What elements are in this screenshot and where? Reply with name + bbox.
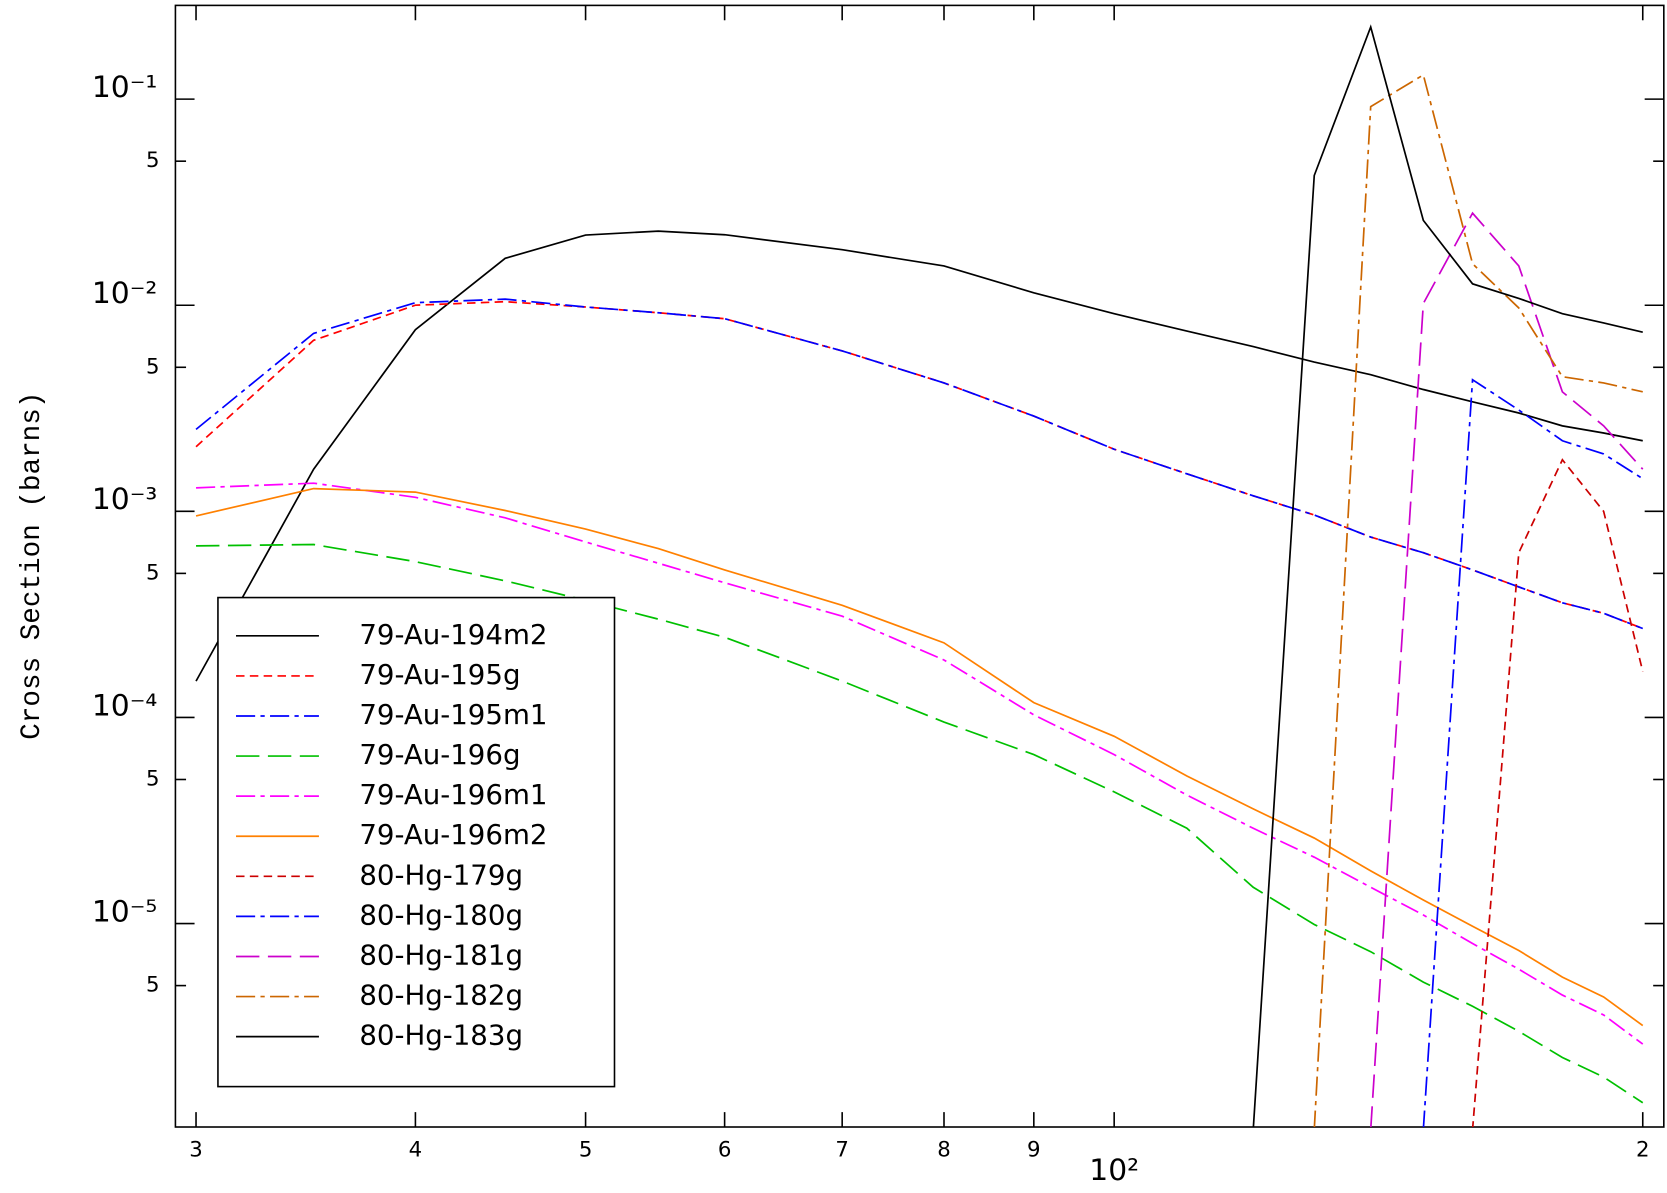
legend-box: [217, 596, 616, 1088]
x-tick-label: 6: [718, 1137, 732, 1162]
x-tick-label: 5: [579, 1137, 593, 1162]
curves: [195, 24, 1644, 1128]
y-tick-label: 5: [146, 560, 160, 585]
legend-label: 79-Au-196m1: [359, 778, 547, 811]
y-tick-label: 10⁻⁵: [92, 894, 158, 929]
plot-frame: [174, 4, 1665, 1128]
series-line: [195, 230, 1643, 682]
legend-label: 80-Hg-179g: [359, 858, 523, 891]
series-line: [196, 543, 1644, 1104]
legend: 79-Au-194m2 79-Au-195g 79-Au-195m1 79-Au-19…: [217, 596, 616, 1088]
y-tick-label: 10⁻³: [92, 482, 158, 517]
legend-label: 80-Hg-181g: [359, 938, 523, 971]
series-line: [195, 300, 1644, 630]
y-tick-label: 5: [146, 973, 160, 998]
series-line: [1422, 378, 1644, 1128]
legend-label: 80-Hg-182g: [359, 979, 523, 1012]
y-axis-label: Cross Section (barns): [17, 392, 48, 740]
x-tick-label: 8: [937, 1137, 951, 1162]
x-tick-label: 9: [1027, 1137, 1041, 1162]
series-line: [1370, 211, 1644, 1128]
legend-label: 79-Au-196m2: [359, 818, 547, 851]
series-line: [1471, 458, 1644, 1128]
series-line: [196, 482, 1644, 1045]
legend-label: 80-Hg-180g: [359, 898, 523, 931]
y-tick-label: 5: [146, 148, 160, 173]
x-tick-label: 2: [1636, 1137, 1650, 1162]
legend-label: 79-Au-196g: [359, 738, 520, 771]
x-tick-label: 10²: [1089, 1153, 1139, 1188]
y-tick-label: 10⁻¹: [92, 70, 158, 105]
legend-label: 80-Hg-183g: [359, 1019, 523, 1052]
series-line: [195, 487, 1644, 1027]
series-line: [195, 298, 1644, 630]
y-tick-label: 10⁻⁴: [92, 688, 158, 723]
series-line: [1313, 73, 1643, 1128]
legend-label: 79-Au-195m1: [359, 698, 547, 731]
legend-label: 79-Au-194m2: [359, 618, 547, 651]
x-tick-label: 7: [835, 1137, 849, 1162]
legend-label: 79-Au-195g: [359, 658, 520, 691]
series-line: [1252, 24, 1643, 1128]
x-tick-label: 3: [189, 1137, 203, 1162]
x-tick-label: 4: [409, 1137, 423, 1162]
y-tick-label: 10⁻²: [92, 276, 158, 311]
y-tick-label: 5: [146, 354, 160, 379]
y-tick-label: 5: [146, 766, 160, 791]
